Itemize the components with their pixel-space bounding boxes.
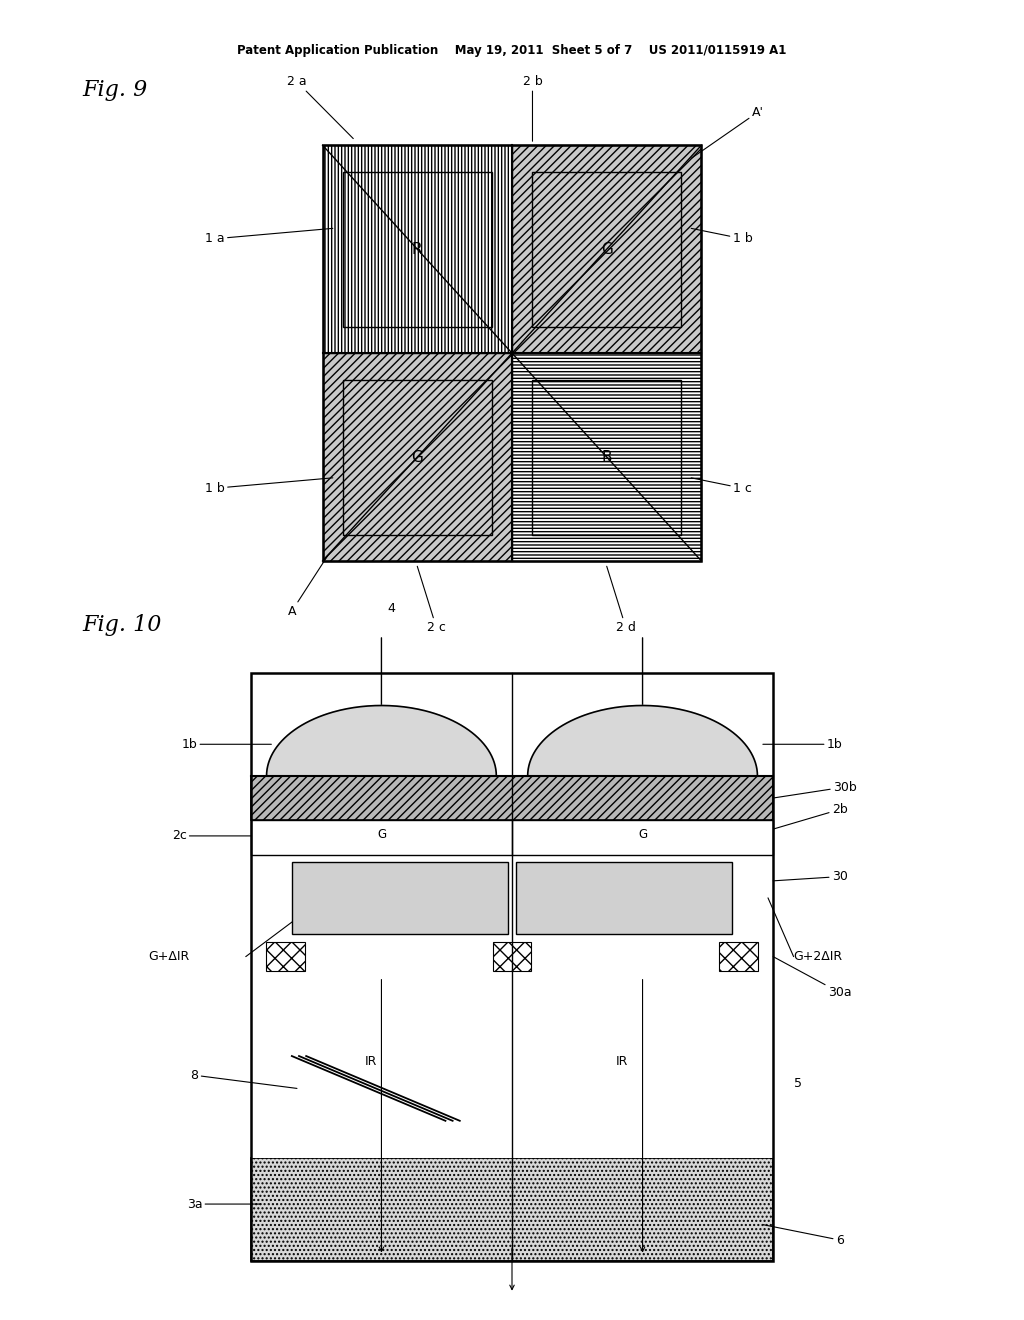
Text: G: G [377,828,386,841]
Bar [343,380,492,535]
Text: A': A' [691,106,764,158]
Bar [323,145,512,354]
Bar [532,380,681,535]
Text: 5: 5 [794,1077,802,1090]
Bar [512,354,701,561]
Text: 6: 6 [763,1225,844,1246]
Text: 30b: 30b [773,780,857,799]
Bar [493,942,531,972]
Bar [516,862,732,933]
Text: 1 c: 1 c [691,478,752,495]
Text: 2 b: 2 b [522,75,543,141]
Text: 4: 4 [388,602,395,615]
Text: Fig. 9: Fig. 9 [82,79,147,102]
Text: 2c: 2c [172,829,261,842]
Bar [251,820,773,855]
Bar [251,673,773,1261]
Text: G: G [412,450,423,465]
Text: Fig. 10: Fig. 10 [82,614,162,636]
Text: 2 a: 2 a [287,75,353,139]
Text: 1b: 1b [181,738,271,751]
Text: Patent Application Publication    May 19, 2011  Sheet 5 of 7    US 2011/0115919 : Patent Application Publication May 19, 2… [238,44,786,57]
Bar [266,942,305,972]
Bar [323,354,512,561]
Bar [292,862,508,933]
Text: A: A [288,556,328,618]
Bar [719,942,758,972]
Text: G: G [601,242,612,256]
Text: IR: IR [365,1055,378,1068]
Text: 30: 30 [773,870,848,883]
Bar [532,172,681,327]
Text: G+2ΔIR: G+2ΔIR [794,950,843,964]
Text: 2 c: 2 c [418,566,445,634]
Text: 3a: 3a [186,1197,261,1210]
Polygon shape [266,705,497,776]
Text: 2b: 2b [768,803,848,830]
Text: 1b: 1b [763,738,843,751]
Text: 2 d: 2 d [606,566,636,634]
Bar [251,1158,773,1261]
Text: G: G [638,828,647,841]
Text: B: B [601,450,612,465]
Text: 1 b: 1 b [205,478,333,495]
Text: IR: IR [615,1055,629,1068]
Text: G+ΔIR: G+ΔIR [148,950,189,964]
Bar [251,973,773,1158]
Text: 1 b: 1 b [691,228,753,246]
Bar [251,776,773,820]
Polygon shape [527,705,758,776]
Text: 8: 8 [190,1069,297,1089]
Text: R: R [412,242,423,256]
Bar [343,172,492,327]
Bar [323,145,701,561]
Bar [512,145,701,354]
Text: 1 a: 1 a [205,228,333,246]
Text: 30a: 30a [773,957,852,999]
